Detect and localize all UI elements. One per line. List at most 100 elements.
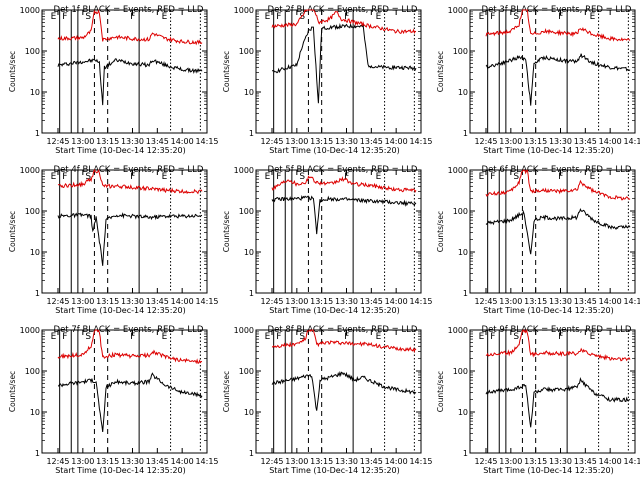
x-tick-label: 14:15 [195, 137, 218, 146]
x-tick-label: 12:45 [260, 137, 283, 146]
y-tick-label: 10 [30, 248, 40, 257]
chart-panel: Det 2f BLACK = Events, RED = LLD 1 10 100 10… [222, 5, 433, 155]
chart-title: Det 1f BLACK = Events, RED = LLD [54, 5, 204, 15]
x-tick-label: 14:00 [385, 137, 408, 146]
event-marker-label: E [479, 332, 485, 342]
x-axis-label: Start Time (10-Dec-14 12:35:20) [269, 306, 400, 315]
x-tick-label: 14:15 [623, 297, 640, 306]
lld-series-line [485, 328, 631, 362]
events-series-line [485, 376, 630, 428]
x-tick-label: 13:00 [71, 297, 94, 306]
y-tick-label: 1000 [448, 166, 468, 175]
chart-title: Det 8f BLACK = Events, RED = LLD [268, 325, 418, 335]
x-tick-label: 13:45 [574, 457, 597, 466]
chart-title: Det 2f BLACK = Events, RED = LLD [268, 5, 418, 15]
x-tick-label: 14:15 [409, 457, 432, 466]
event-marker-label: S [513, 332, 519, 342]
event-marker-label: S [513, 172, 519, 182]
y-tick-label: 1 [249, 289, 254, 298]
event-marker-label: E [376, 332, 382, 342]
y-axis-label: Counts/sec [436, 211, 445, 252]
y-tick-label: 1000 [20, 166, 40, 175]
x-tick-label: 13:45 [146, 297, 169, 306]
x-tick-label: 13:00 [499, 137, 522, 146]
chart-title: Det 4f BLACK = Events, RED = LLD [54, 165, 204, 175]
x-tick-label: 12:45 [46, 457, 69, 466]
y-tick-label: 1000 [20, 6, 40, 15]
events-series-line [271, 194, 417, 235]
x-tick-label: 13:15 [310, 137, 333, 146]
chart-panel: Det 4f BLACK = Events, RED = LLD 1 10 100 10… [8, 165, 219, 315]
y-tick-label: 100 [25, 367, 40, 376]
event-marker-label: S [85, 12, 91, 22]
y-tick-label: 1 [249, 129, 254, 138]
x-tick-label: 13:15 [524, 297, 547, 306]
x-tick-label: 13:00 [71, 137, 94, 146]
y-axis-label: Counts/sec [8, 51, 17, 92]
chart-panel: Det 9f BLACK = Events, RED = LLD 1 10 100 10… [436, 325, 640, 475]
event-marker-label: E [590, 172, 596, 182]
y-tick-label: 10 [458, 248, 468, 257]
x-tick-label: 14:00 [599, 457, 622, 466]
y-tick-label: 1 [35, 289, 40, 298]
x-tick-label: 14:00 [385, 297, 408, 306]
lld-series-line [271, 9, 417, 35]
x-tick-label: 13:45 [574, 137, 597, 146]
x-tick-label: 13:00 [285, 297, 308, 306]
x-tick-label: 13:30 [549, 457, 572, 466]
events-series-line [271, 370, 417, 411]
event-marker-label: F [130, 172, 135, 182]
x-axis-label: Start Time (10-Dec-14 12:35:20) [55, 306, 186, 315]
chart-panel: Det 8f BLACK = Events, RED = LLD 1 10 100 10… [222, 325, 433, 475]
y-tick-label: 10 [244, 408, 254, 417]
event-marker-label: E [51, 332, 57, 342]
x-tick-label: 13:30 [121, 137, 144, 146]
event-marker-label: E [376, 12, 382, 22]
event-marker-label: F [558, 332, 563, 342]
chart-title: Det 6f BLACK = Events, RED = LLD [482, 165, 632, 175]
x-axis-label: Start Time (10-Dec-14 12:35:20) [269, 146, 400, 155]
y-tick-label: 1000 [448, 326, 468, 335]
y-tick-label: 1 [35, 129, 40, 138]
event-marker-label: E [590, 12, 596, 22]
lld-series-line [57, 329, 203, 365]
y-tick-label: 100 [239, 207, 254, 216]
event-marker-label: E [590, 332, 596, 342]
lld-series-line [271, 175, 417, 193]
x-axis-label: Start Time (10-Dec-14 12:35:20) [269, 466, 400, 475]
x-tick-label: 14:00 [171, 297, 194, 306]
x-tick-label: 13:45 [574, 297, 597, 306]
event-marker-label: F [276, 12, 281, 22]
x-axis-label: Start Time (10-Dec-14 12:35:20) [483, 146, 614, 155]
event-marker-label: S [85, 332, 91, 342]
y-tick-label: 100 [453, 47, 468, 56]
event-marker-label: E [162, 12, 168, 22]
y-tick-label: 1000 [20, 326, 40, 335]
chart-panel: Det 6f BLACK = Events, RED = LLD 1 10 100 10… [436, 165, 640, 315]
y-tick-label: 1 [463, 289, 468, 298]
y-tick-label: 1000 [234, 166, 254, 175]
x-tick-label: 14:15 [409, 137, 432, 146]
x-tick-label: 12:45 [46, 137, 69, 146]
y-tick-label: 1000 [234, 326, 254, 335]
x-tick-label: 14:15 [195, 297, 218, 306]
event-marker-label: E [265, 332, 271, 342]
event-marker-label: F [130, 332, 135, 342]
events-series-line [57, 57, 203, 106]
x-tick-label: 13:45 [360, 297, 383, 306]
y-tick-label: 1 [463, 449, 468, 458]
event-marker-label: F [490, 332, 495, 342]
x-tick-label: 13:15 [524, 457, 547, 466]
x-tick-label: 14:15 [623, 457, 640, 466]
x-tick-label: 13:00 [285, 137, 308, 146]
y-axis-label: Counts/sec [436, 371, 445, 412]
event-marker-label: E [162, 172, 168, 182]
x-axis-label: Start Time (10-Dec-14 12:35:20) [55, 466, 186, 475]
x-tick-label: 13:15 [524, 137, 547, 146]
event-marker-label: E [265, 172, 271, 182]
x-tick-label: 13:00 [71, 457, 94, 466]
plot-frame [255, 9, 422, 134]
event-marker-label: F [276, 172, 281, 182]
x-tick-label: 13:45 [146, 457, 169, 466]
x-tick-label: 14:00 [385, 457, 408, 466]
